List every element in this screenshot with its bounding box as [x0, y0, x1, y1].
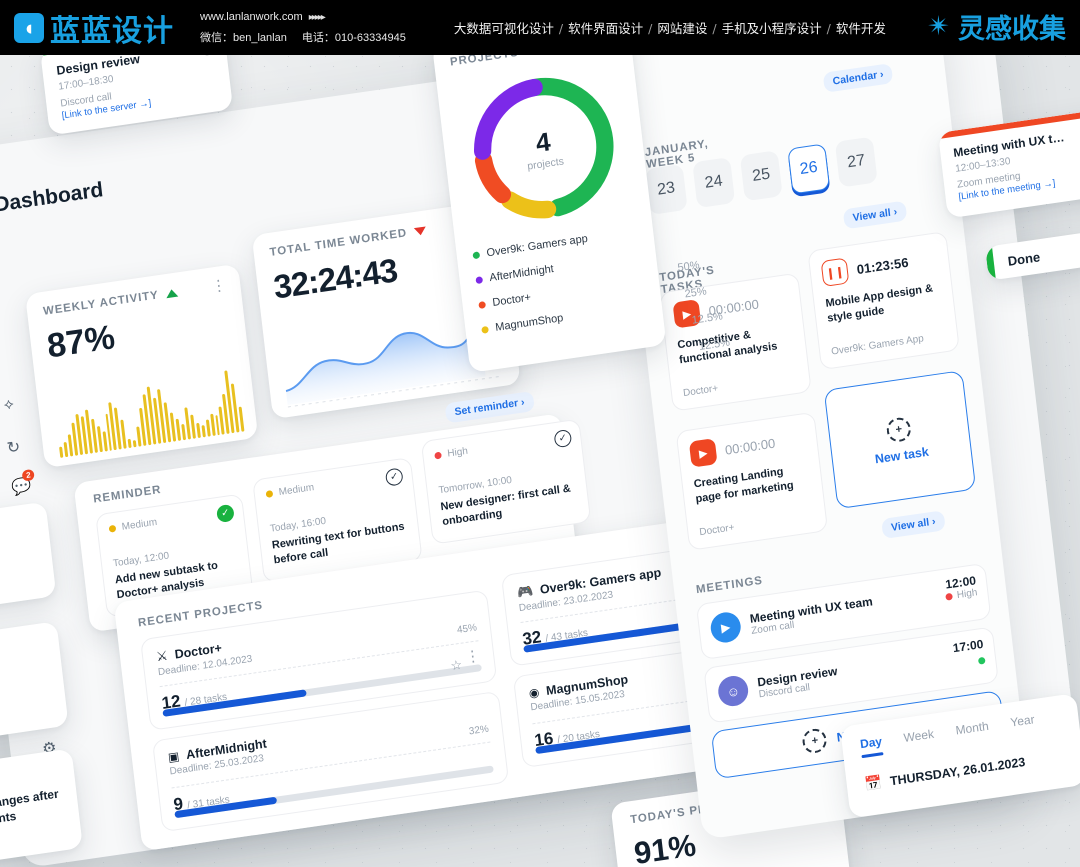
banner-right-label: 灵感收集: [958, 14, 1066, 45]
service-4: 软件开发: [835, 21, 886, 36]
priority-dot-icon: [265, 490, 274, 498]
zoom-icon: ▶: [709, 610, 743, 645]
gamepad-icon: 🎮: [516, 582, 534, 601]
meeting-time: 17:00: [952, 636, 985, 656]
banner-right-logo: ✴ 灵感收集: [927, 7, 1066, 46]
plus-circle-dashed-icon: +: [885, 415, 912, 443]
service-1: 软件界面设计: [568, 21, 644, 36]
project-menu[interactable]: ⋮: [464, 647, 482, 667]
legend-dot-icon: [472, 250, 481, 259]
priority-dot-icon: [945, 592, 954, 601]
stethoscope-icon: ⚔: [155, 647, 169, 665]
tab-year[interactable]: Year: [1009, 712, 1036, 730]
kanban-title: …zing last call: [0, 621, 60, 673]
banner-wechat: 微信：ben_lanlan: [200, 31, 287, 44]
projects-donut-chart: [473, 77, 614, 219]
calendar-day[interactable]: 23: [644, 163, 688, 216]
reminder-item[interactable]: High ✓ Tomorrow, 10:00 New designer: fir…: [420, 418, 592, 545]
donut-center-value: 4: [534, 125, 552, 158]
dashboard-stage: ⟡ ↻ 💬 2 ⚙ ☏ ⇥ Dashboard 🔔 10 ▼ Weekly ac…: [0, 55, 1080, 867]
legend-dot-icon: [478, 300, 486, 309]
priority-dot-icon: [977, 656, 986, 665]
banner-phone: 电话：010-63334945: [301, 31, 406, 44]
legend-dot-icon: [481, 325, 489, 334]
task-card[interactable]: ▶ 00:00:00 Creating Landing page for mar…: [675, 411, 829, 551]
done-label: Done: [1006, 248, 1041, 269]
project-percent: 45%: [456, 622, 478, 637]
donut-center: 4 projects: [455, 57, 632, 239]
service-0: 大数据可视化设计: [453, 21, 554, 36]
task-timer: 01:23:56: [855, 254, 910, 277]
legend-percent: 12.5%: [691, 310, 724, 327]
task-play-button[interactable]: ▶: [688, 438, 718, 468]
kanban-title: Make some changes after clients comments: [0, 786, 60, 838]
tab-month[interactable]: Month: [954, 718, 990, 738]
tab-active-indicator: [861, 752, 884, 759]
tab-week[interactable]: Week: [902, 726, 935, 745]
legend-label: AfterMidnight: [488, 262, 555, 285]
share-icon[interactable]: ⟡: [2, 395, 15, 414]
task-project: Doctor+: [698, 522, 736, 539]
task-timer: 00:00:00: [724, 435, 776, 458]
plus-circle-dashed-icon: +: [801, 727, 829, 755]
brand-name-cn: 蓝蓝设计: [50, 13, 174, 49]
weekly-activity-menu[interactable]: ⋮: [210, 276, 228, 296]
new-task-label: New task: [874, 444, 930, 466]
banner-website: www.lanlanwork.com: [200, 10, 303, 23]
service-3: 手机及小程序设计: [721, 21, 822, 36]
service-2: 网站建设: [657, 21, 708, 36]
calendar-day[interactable]: 24: [692, 157, 736, 209]
legend-label: Doctor+: [491, 291, 532, 309]
donut-legend: Over9k: Gamers app AfterMidnight Doctor+…: [472, 225, 650, 336]
weekly-activity-card[interactable]: Weekly activity ⋮ 87%: [25, 263, 259, 469]
chat-badge: 2: [21, 468, 36, 482]
priority-dot-icon: [434, 451, 442, 460]
calendar-day[interactable]: 27: [834, 136, 878, 188]
star-outline-icon[interactable]: ☆: [449, 656, 463, 674]
calendar-icon: 📅: [863, 773, 884, 792]
task-project: Doctor+: [682, 383, 719, 400]
new-task-button[interactable]: + New task: [823, 370, 977, 510]
priority-dot-icon: [108, 524, 117, 533]
donut-center-label: projects: [526, 154, 565, 173]
current-date: THURSDAY, 26.01.2023: [889, 754, 1026, 788]
banner-services: 大数据可视化设计 / 软件界面设计 / 网站建设 / 手机及小程序设计 / 软件开发: [453, 21, 886, 36]
legend-dot-icon: [475, 275, 484, 284]
trend-down-icon: [413, 226, 427, 237]
brand-logo: ◖ 蓝蓝设计: [14, 6, 174, 50]
kanban-card[interactable]: UI Design Make some changes after client…: [0, 748, 83, 867]
app-icon: ▣: [167, 749, 181, 765]
arrows-icon: ▸▸▸▸▸: [308, 11, 326, 23]
project-percent: 32%: [468, 723, 490, 738]
site-banner: ◖ 蓝蓝设计 www.lanlanwork.com ▸▸▸▸▸ 微信：ben_la…: [0, 0, 1080, 55]
legend-label: MagnumShop: [494, 312, 564, 334]
banner-contact: www.lanlanwork.com ▸▸▸▸▸ 微信：ben_lanlan 电话…: [200, 7, 418, 49]
discord-icon: ☺: [716, 673, 750, 709]
tab-day[interactable]: Day: [859, 734, 884, 759]
inspiration-mark-icon: ✴: [927, 11, 950, 42]
task-pause-button[interactable]: ❙❙: [820, 257, 850, 288]
legend-label: Over9k: Gamers app: [485, 232, 589, 260]
history-icon[interactable]: ↻: [5, 438, 22, 458]
shop-icon: ◉: [528, 685, 541, 701]
task-card[interactable]: ❙❙ 01:23:56 Mobile App design & style gu…: [807, 230, 960, 371]
task-project: Over9k: Gamers App: [830, 333, 925, 358]
legend-percent: 25%: [684, 285, 708, 301]
calendar-day[interactable]: 25: [739, 150, 783, 202]
calendar-day-selected[interactable]: 26: [787, 143, 831, 195]
logo-mark-icon: ◖: [14, 12, 44, 43]
trend-up-icon: [165, 288, 178, 299]
